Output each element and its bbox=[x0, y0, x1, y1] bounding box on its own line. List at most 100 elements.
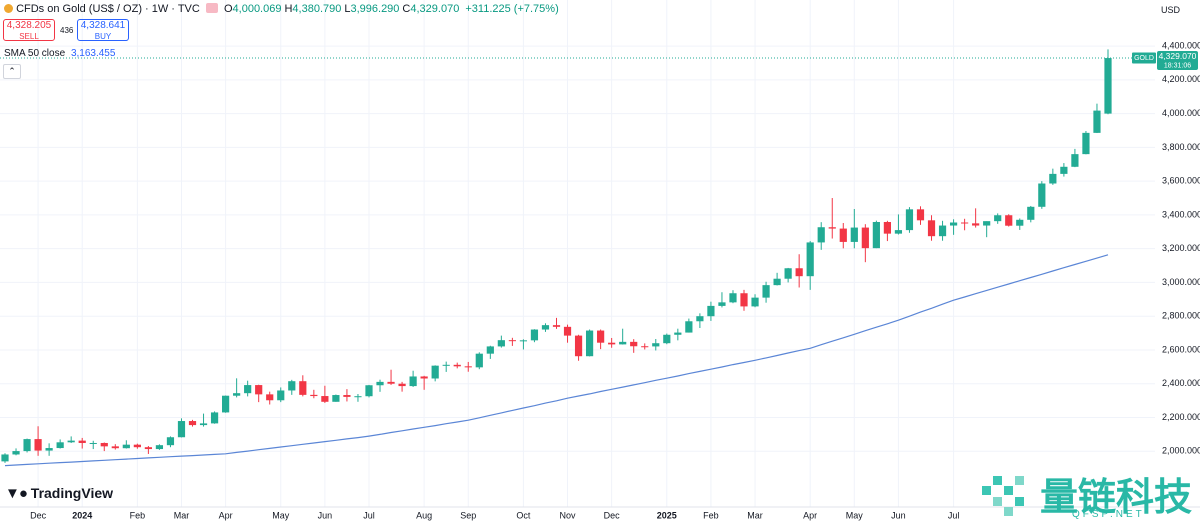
x-tick-label: Mar bbox=[747, 510, 763, 520]
candle-body bbox=[177, 421, 186, 438]
candle-body bbox=[166, 437, 175, 446]
candle-body bbox=[674, 332, 682, 335]
candle-body bbox=[442, 364, 450, 366]
candle-body bbox=[983, 221, 991, 226]
ohlc-value: 4,000.069 bbox=[232, 3, 282, 15]
y-tick-label: 4,400.000 bbox=[1162, 40, 1200, 50]
currency-label[interactable]: USD bbox=[1161, 5, 1181, 15]
candle-body bbox=[773, 278, 781, 286]
candle-body bbox=[994, 215, 1002, 222]
candle-body bbox=[144, 447, 152, 450]
candle-body bbox=[530, 329, 539, 341]
symbol-tag-label: GOLD bbox=[1134, 55, 1154, 62]
candle-body bbox=[685, 321, 693, 333]
candle-body bbox=[574, 335, 583, 357]
x-tick-label: Jun bbox=[318, 510, 333, 520]
candle-body bbox=[916, 209, 925, 221]
watermark-title: 量链科技 bbox=[1040, 475, 1193, 519]
indicator-legend: SMA 50 close 3,163.455 bbox=[4, 48, 115, 59]
candle-body bbox=[420, 376, 428, 379]
x-tick-label: 2024 bbox=[72, 510, 92, 520]
candle-body bbox=[288, 381, 296, 391]
candle-body bbox=[188, 421, 197, 426]
x-tick-label: Jul bbox=[363, 510, 375, 520]
candle-body bbox=[210, 412, 219, 424]
candle-body bbox=[1038, 183, 1046, 207]
candle-body bbox=[343, 395, 351, 397]
market-status-icon[interactable] bbox=[205, 3, 218, 13]
candle-body bbox=[718, 302, 726, 306]
ohlc-key: O bbox=[223, 3, 233, 15]
candle-body bbox=[464, 366, 472, 368]
candle-body bbox=[850, 227, 858, 242]
y-tick-label: 3,800.000 bbox=[1162, 142, 1200, 152]
candle-body bbox=[387, 381, 395, 384]
ohlc-values: O4,000.069 H4,380.790 L3,996.290 C4,329.070 bbox=[224, 3, 462, 15]
y-tick-label: 4,000.000 bbox=[1162, 108, 1200, 118]
candle-body bbox=[806, 242, 814, 277]
buy-button[interactable]: 4,328.641 BUY bbox=[77, 19, 129, 41]
header-row: CFDs on Gold (US$ / OZ) · 1W · TVC O4,00… bbox=[4, 3, 559, 15]
candle-body bbox=[938, 225, 947, 237]
spread: 436 bbox=[60, 26, 74, 35]
candle-body bbox=[354, 396, 362, 398]
candle-body bbox=[266, 394, 274, 401]
sma-line bbox=[4, 254, 1109, 467]
candle-body bbox=[1082, 132, 1090, 155]
candle-body bbox=[784, 268, 792, 279]
y-tick-label: 4,200.000 bbox=[1162, 74, 1200, 84]
watermark-icon bbox=[982, 476, 1024, 516]
candle-body bbox=[563, 326, 572, 336]
buy-price: 4,328.641 bbox=[80, 20, 126, 31]
symbol-name[interactable]: CFDs on Gold (US$ / OZ) · 1W · TVC bbox=[16, 3, 200, 15]
candle-body bbox=[740, 293, 748, 307]
candle-body bbox=[817, 227, 825, 243]
candle-body bbox=[1093, 110, 1101, 133]
price-change: +311.225 (+7.75%) bbox=[465, 3, 559, 15]
x-tick-label: May bbox=[846, 510, 864, 520]
x-tick-label: Dec bbox=[30, 510, 47, 520]
candle-body bbox=[233, 393, 241, 396]
y-tick-label: 3,000.000 bbox=[1162, 277, 1200, 287]
candle-body bbox=[630, 341, 638, 347]
candle-body bbox=[453, 364, 461, 367]
ohlc-key: C bbox=[402, 3, 411, 15]
watermark-url: QFSP.NET bbox=[1072, 509, 1145, 520]
candle-body bbox=[949, 222, 958, 226]
price-tag bbox=[1157, 51, 1198, 71]
ohlc-value: 4,380.790 bbox=[292, 3, 342, 15]
candle-body bbox=[365, 385, 373, 397]
candle-body bbox=[111, 446, 119, 449]
collapse-button[interactable]: ⌃ bbox=[3, 64, 21, 79]
x-tick-label: Dec bbox=[604, 510, 621, 520]
candle-body bbox=[1, 454, 9, 462]
candle-body bbox=[641, 346, 649, 348]
candle-body bbox=[1005, 215, 1013, 226]
sell-button[interactable]: 4,328.205 SELL bbox=[3, 19, 55, 41]
candle-body bbox=[299, 381, 307, 395]
x-tick-label: Jul bbox=[948, 510, 960, 520]
brand-name: TradingView bbox=[30, 485, 114, 501]
candle-body bbox=[376, 381, 384, 386]
x-tick-label: Apr bbox=[803, 510, 817, 520]
watermark bbox=[978, 468, 1034, 525]
ohlc-key: L bbox=[344, 3, 351, 15]
candle-body bbox=[795, 268, 803, 277]
candle-body bbox=[751, 297, 759, 307]
x-tick-label: Jun bbox=[891, 510, 906, 520]
candle-body bbox=[486, 346, 494, 354]
candle-body bbox=[619, 341, 627, 345]
indicator-name[interactable]: SMA 50 close bbox=[4, 48, 66, 59]
candle-body bbox=[872, 221, 880, 249]
candle-body bbox=[707, 305, 715, 317]
candle-body bbox=[409, 376, 417, 387]
y-tick-label: 3,600.000 bbox=[1162, 176, 1200, 186]
candle-body bbox=[597, 330, 605, 343]
candle-body bbox=[839, 228, 847, 242]
candle-body bbox=[552, 325, 561, 327]
x-tick-label: Feb bbox=[130, 510, 146, 520]
candle-body bbox=[1016, 219, 1024, 226]
candle-body bbox=[222, 395, 230, 413]
candle-body bbox=[497, 340, 505, 347]
candle-body bbox=[431, 365, 439, 379]
